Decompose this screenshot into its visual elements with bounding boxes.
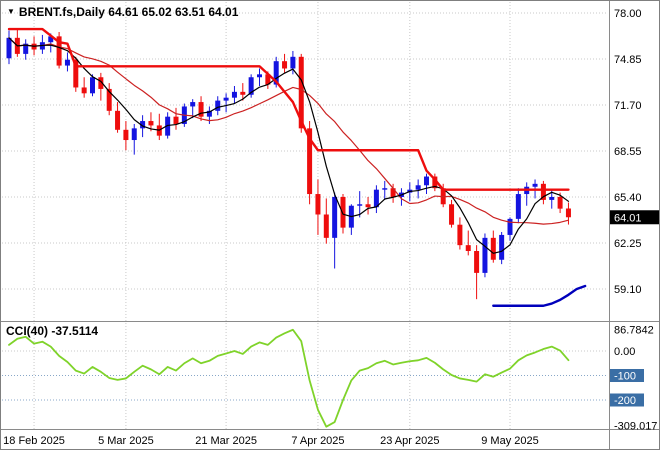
price-tick-label: 74.85 (614, 54, 642, 66)
cci-max-label: 86.7842 (614, 325, 654, 337)
candle (499, 232, 505, 265)
candle (390, 183, 396, 203)
date-label: 21 Mar 2025 (195, 435, 257, 447)
candle (6, 30, 12, 65)
price-tick-label: 68.55 (614, 146, 642, 158)
symbol-dropdown-icon[interactable]: ▼ (7, 7, 15, 16)
candle (131, 123, 137, 155)
candle (39, 34, 45, 54)
cci-level-label: -100 (614, 371, 636, 383)
candle (206, 106, 212, 124)
candle (515, 188, 521, 224)
indicator-label: CCI(40) -37.5114 (6, 324, 99, 338)
candle (173, 107, 179, 130)
candle (457, 217, 463, 250)
candle (315, 179, 321, 235)
candle (73, 56, 79, 92)
date-label: 9 May 2025 (481, 435, 538, 447)
chart-title-bar: ▼ BRENT.fs,Daily 64.61 65.02 63.51 64.01 (7, 5, 238, 19)
candle (524, 182, 530, 206)
cci-line (8, 328, 570, 428)
candle (81, 77, 87, 98)
candle (231, 86, 237, 104)
candle (257, 68, 262, 87)
candle (348, 204, 354, 235)
candle (156, 113, 162, 141)
candle (474, 245, 480, 300)
candle (106, 83, 112, 116)
candle (115, 102, 121, 133)
candle (240, 83, 246, 101)
candle (490, 230, 496, 263)
candle (432, 173, 438, 192)
price-tick-label: 65.40 (614, 192, 642, 204)
price-tick-label: 71.70 (614, 100, 642, 112)
candle (482, 233, 488, 278)
candle (90, 74, 95, 97)
date-label: 18 Feb 2025 (3, 435, 65, 447)
candles-layer (6, 29, 571, 300)
candle (14, 29, 20, 57)
candle (557, 192, 563, 214)
price-tick-label: 62.25 (614, 238, 642, 250)
cci-min-label: -309.017 (614, 421, 657, 433)
price-axis[interactable]: 78.00 74.85 71.70 68.55 65.40 62.25 59.10 -100 -… (610, 8, 660, 433)
candle (282, 53, 288, 73)
candle (190, 99, 196, 119)
cci-zero-label: 0.00 (614, 346, 635, 358)
candle (98, 72, 104, 101)
date-label: 5 Mar 2025 (98, 435, 154, 447)
cci-level-label: -200 (614, 395, 636, 407)
cci-level-badge (610, 393, 644, 407)
candle (223, 93, 229, 113)
overlay-lines-layer (7, 27, 587, 307)
current-price-badge (610, 210, 659, 225)
stop-lower-line (492, 284, 587, 307)
stop-upper-line (7, 27, 570, 191)
candle (248, 74, 254, 98)
candle (449, 199, 455, 228)
candle (56, 31, 62, 69)
candle (507, 217, 513, 241)
candle (23, 39, 29, 60)
ma-slow-line (8, 37, 570, 225)
symbol-title: BRENT.fs,Daily 64.61 65.02 63.51 64.01 (18, 5, 239, 19)
candle (323, 198, 329, 244)
candle (424, 173, 429, 195)
cci-level-badge (610, 369, 644, 382)
candle (215, 96, 221, 116)
date-label: 7 Apr 2025 (291, 435, 344, 447)
current-price-label: 64.01 (614, 212, 642, 224)
candle (64, 52, 70, 72)
candle (565, 202, 571, 225)
date-label: 23 Apr 2025 (380, 435, 439, 447)
candle (357, 191, 363, 218)
candle (198, 96, 204, 122)
candle (332, 192, 338, 269)
candle (373, 185, 379, 214)
ma-fast-line (8, 37, 570, 254)
candle (123, 121, 129, 151)
candle (382, 180, 388, 200)
candle (148, 112, 154, 132)
candle (307, 121, 313, 205)
candle (290, 50, 296, 75)
candle (415, 179, 421, 199)
price-tick-label: 59.10 (614, 284, 642, 296)
candle (540, 180, 546, 205)
candle (465, 230, 471, 256)
cci-panel-layer (2, 328, 608, 428)
price-tick-label: 78.00 (614, 8, 642, 20)
candle (365, 196, 371, 215)
time-axis[interactable]: 18 Feb 2025 5 Mar 2025 21 Mar 2025 7 Apr 20… (3, 435, 539, 447)
